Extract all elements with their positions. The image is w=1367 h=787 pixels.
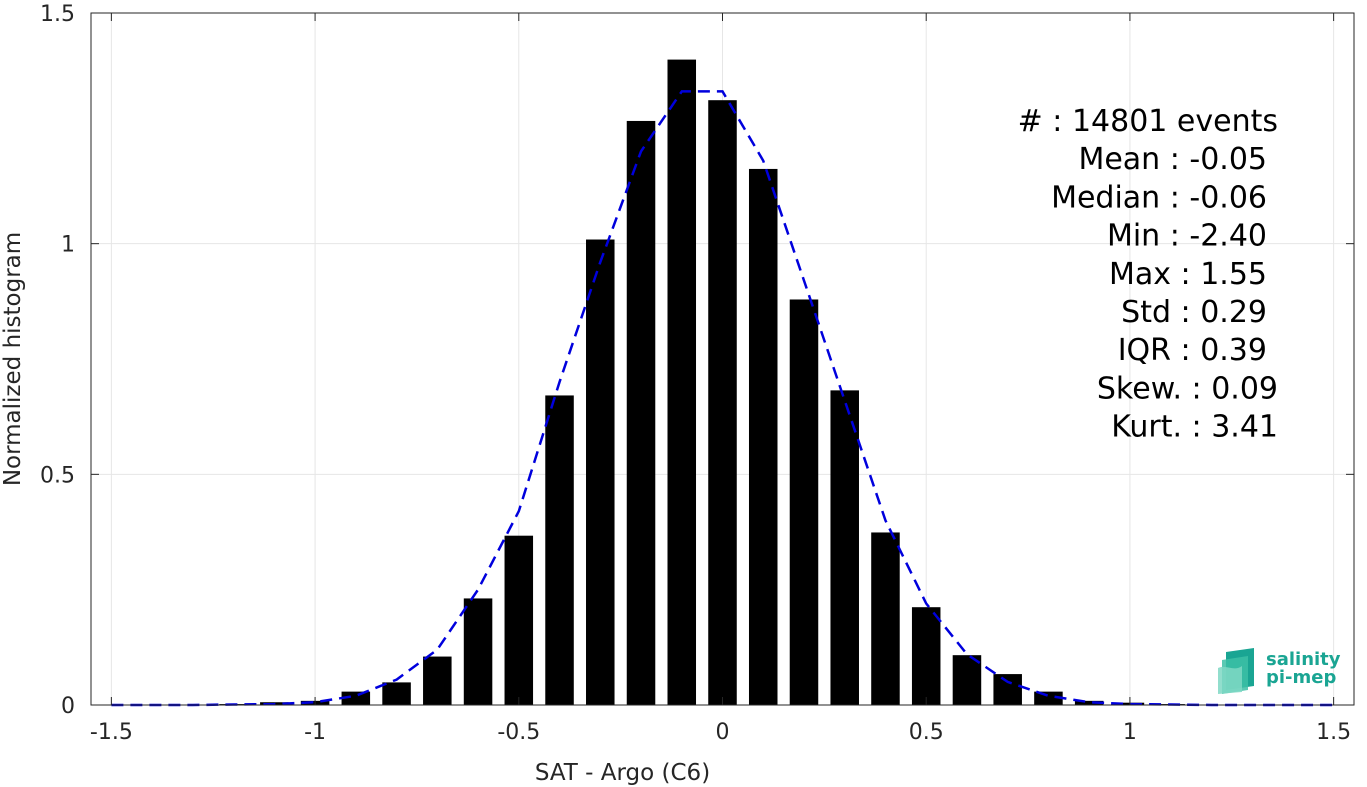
histogram-bar xyxy=(993,674,1022,705)
x-axis-title: SAT - Argo (C6) xyxy=(535,760,710,786)
x-tick-label: 0 xyxy=(716,720,730,745)
logo-waves-icon xyxy=(1218,648,1254,694)
x-tick-label: -0.5 xyxy=(497,720,540,745)
stat-line: Mean : -0.05 xyxy=(1078,142,1267,177)
salinity-pimep-logo: salinity pi-mep xyxy=(1216,646,1346,696)
y-tick-label: 0.5 xyxy=(40,463,75,488)
axis-ticks: -1.5 -1 -0.5 0 0.5 1 1.5 0 0.5 1 1.5 xyxy=(40,2,1354,745)
stat-line: Min : -2.40 xyxy=(1107,219,1267,254)
histogram-bars xyxy=(97,59,1348,706)
stat-line: Max : 1.55 xyxy=(1109,257,1267,292)
x-tick-label: -1.5 xyxy=(90,720,133,745)
histogram-bar xyxy=(626,120,656,705)
histogram-bar xyxy=(586,239,615,706)
histogram-bar xyxy=(748,168,778,705)
histogram-bar xyxy=(1034,691,1063,705)
stat-line: Kurt. : 3.41 xyxy=(1111,410,1278,445)
histogram-bar xyxy=(952,655,982,705)
y-tick-label: 1.5 xyxy=(40,2,75,27)
histogram-bar xyxy=(789,299,819,705)
histogram-bar xyxy=(871,532,900,705)
x-tick-label: 0.5 xyxy=(909,720,944,745)
y-tick-label: 1 xyxy=(61,233,75,258)
y-axis-title: Normalized histogram xyxy=(0,232,26,486)
histogram-bar xyxy=(382,682,411,705)
histogram-bar xyxy=(667,59,697,705)
stat-line: # : 14801 events xyxy=(1018,104,1278,139)
histogram-bar xyxy=(423,656,452,705)
stat-line: Median : -0.06 xyxy=(1051,180,1267,215)
histogram-bar xyxy=(708,100,737,705)
histogram-bar xyxy=(545,395,574,705)
logo-text-pimep: pi-mep xyxy=(1266,667,1337,688)
stat-line: IQR : 0.39 xyxy=(1118,333,1267,368)
x-tick-label: 1 xyxy=(1123,720,1137,745)
fit-curve xyxy=(111,90,1334,707)
histogram-bar xyxy=(504,535,534,705)
stat-line: Skew. : 0.09 xyxy=(1097,371,1278,406)
histogram-bar xyxy=(341,691,371,705)
x-tick-label: 1.5 xyxy=(1316,720,1351,745)
histogram-bar xyxy=(911,607,941,705)
x-tick-label: -1 xyxy=(304,720,326,745)
stat-line: Std : 0.29 xyxy=(1121,295,1267,330)
histogram-bar xyxy=(1074,700,1104,705)
histogram-bar xyxy=(830,390,859,705)
logo-text-salinity: salinity xyxy=(1266,649,1341,670)
histogram-bar xyxy=(463,598,493,705)
y-tick-label: 0 xyxy=(61,694,75,719)
